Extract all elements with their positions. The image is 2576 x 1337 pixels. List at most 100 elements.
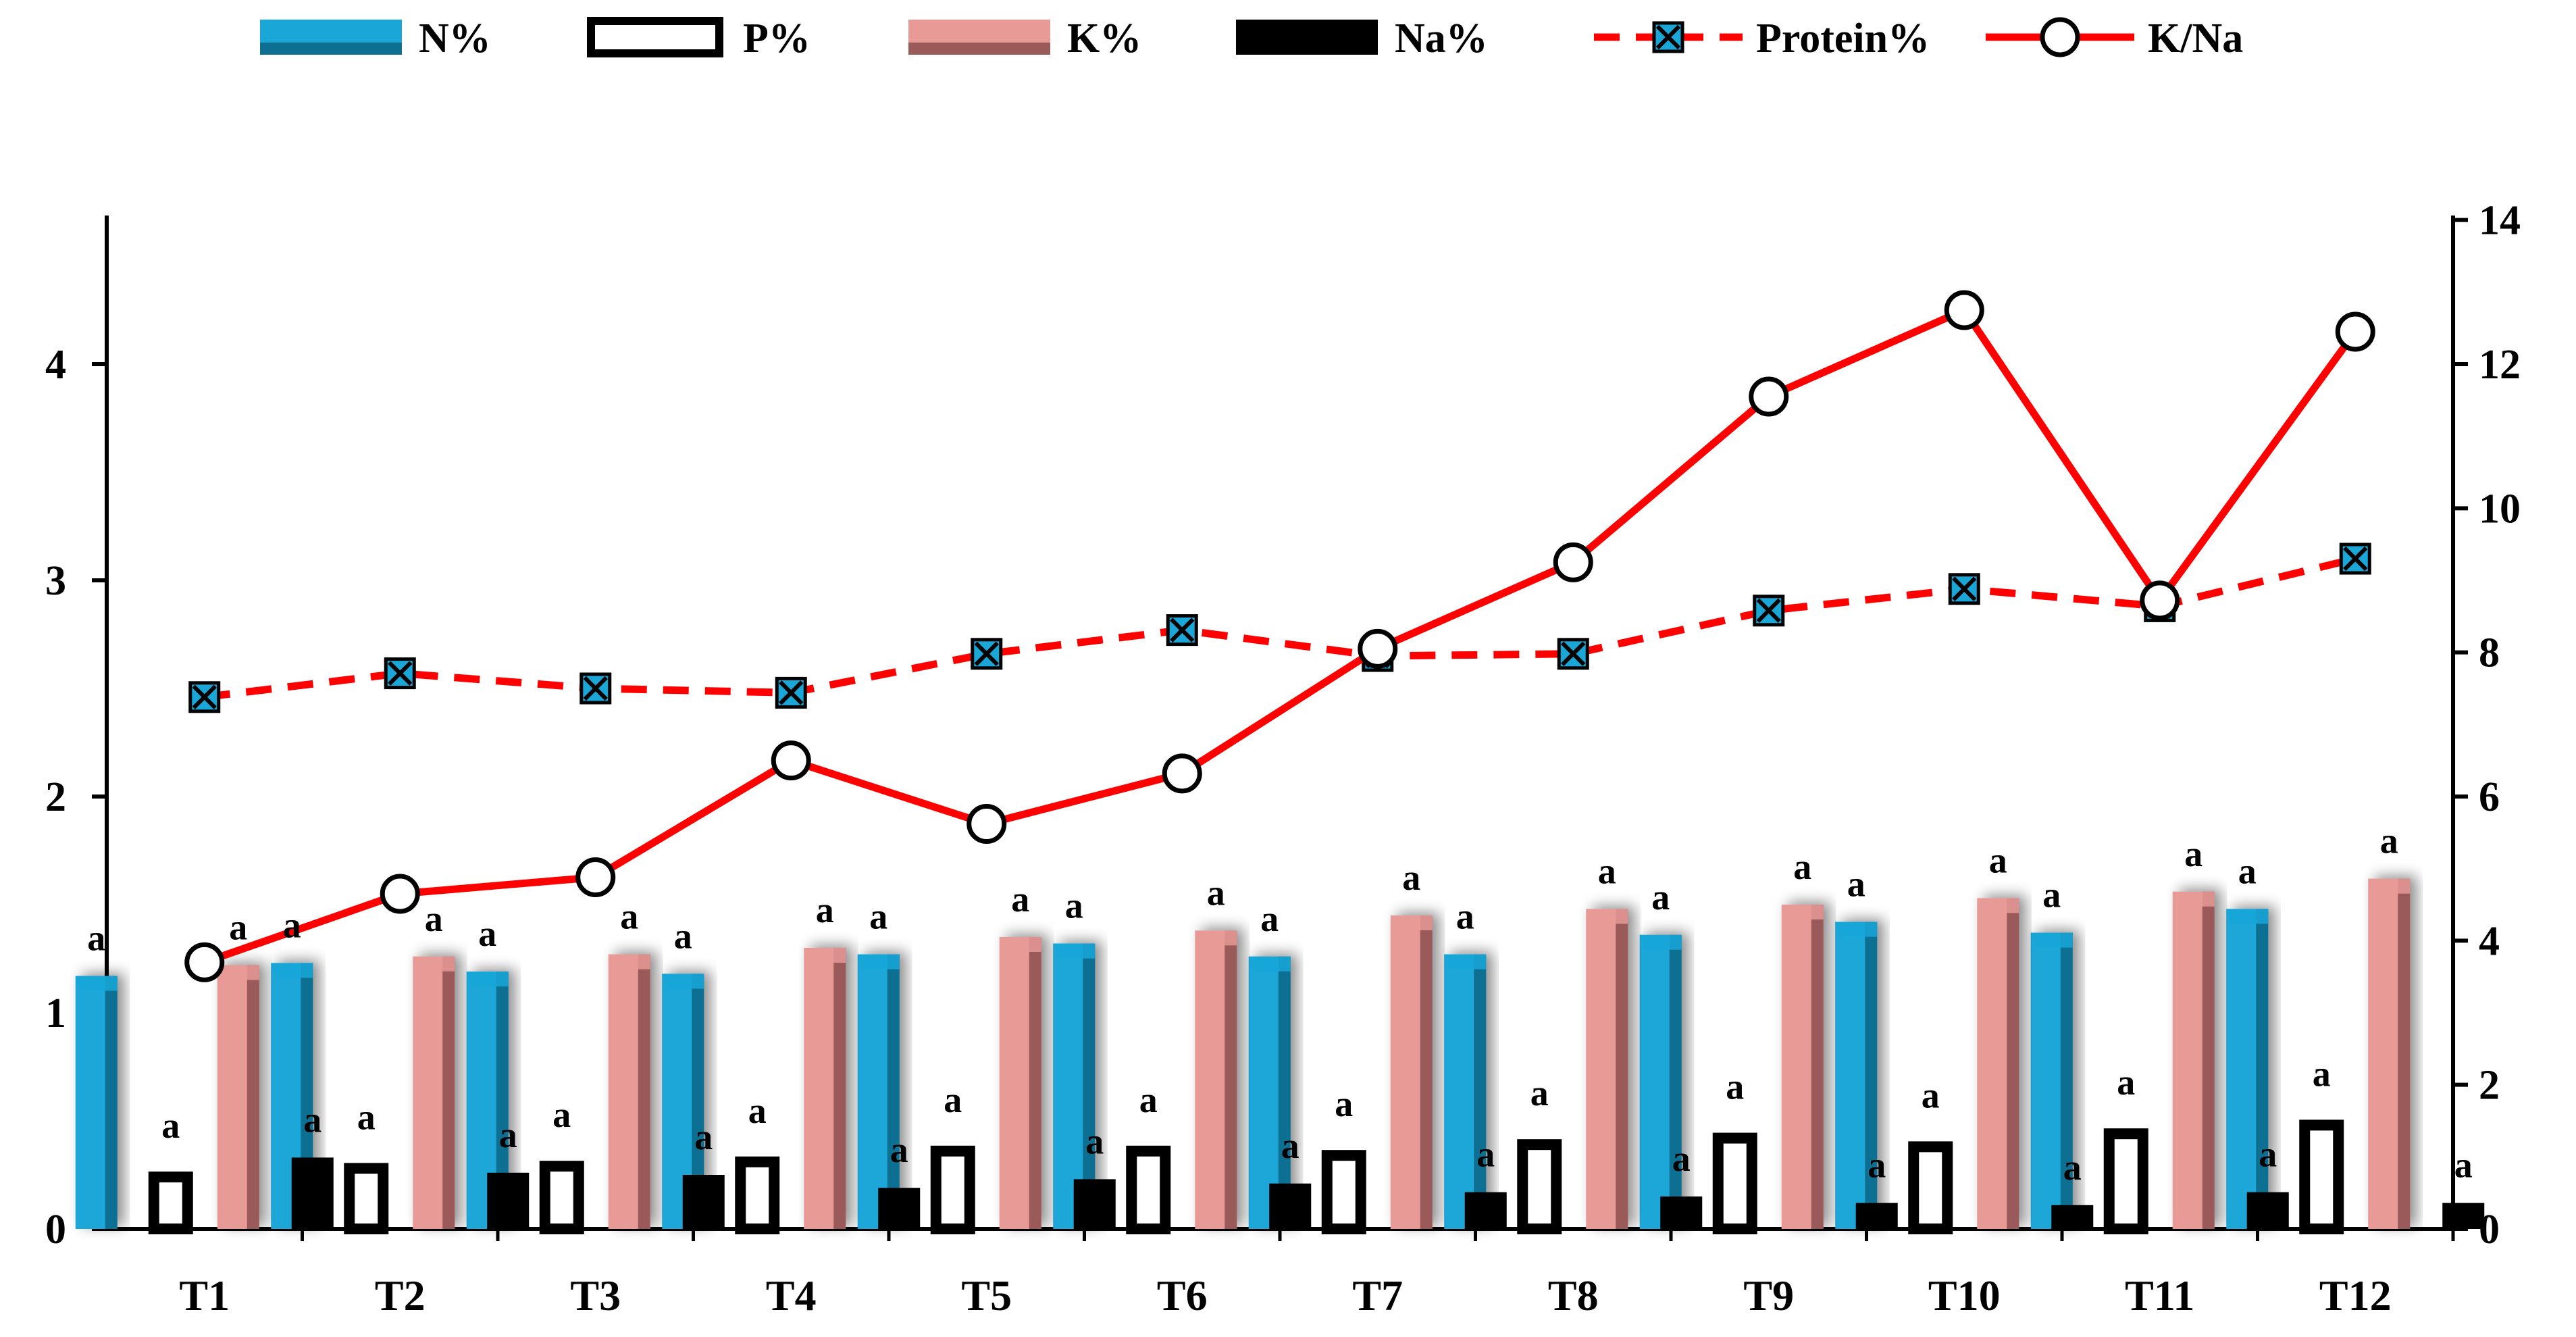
legend-item: Na% bbox=[1236, 16, 1488, 61]
bar-k-group bbox=[413, 956, 455, 1229]
bar-k-side bbox=[638, 954, 650, 1229]
legend-swatch-shade bbox=[260, 43, 402, 55]
bar-k-side bbox=[247, 965, 259, 1229]
x-tick-label: T3 bbox=[570, 1271, 621, 1319]
point-kna bbox=[184, 942, 225, 982]
bar-k-group bbox=[804, 948, 846, 1229]
bar-na bbox=[2442, 1203, 2485, 1229]
bar-k-group bbox=[1195, 930, 1237, 1229]
sig-letter-na: a bbox=[2063, 1147, 2082, 1188]
x-tick-label: T10 bbox=[1928, 1271, 2001, 1319]
sig-letter-p: a bbox=[944, 1080, 962, 1120]
sig-letter-n: a bbox=[1847, 864, 1865, 905]
bar-p-group bbox=[1712, 1132, 1757, 1234]
bar-na bbox=[291, 1157, 334, 1229]
bar-p-group bbox=[344, 1163, 389, 1235]
bar-k-top bbox=[1586, 909, 1628, 924]
legend-label: Na% bbox=[1395, 16, 1488, 61]
bar-p-group bbox=[148, 1171, 193, 1234]
legend-label: Protein% bbox=[1756, 16, 1930, 61]
x-tick-label: T1 bbox=[179, 1271, 230, 1319]
bar-p bbox=[930, 1145, 975, 1235]
bar-n-top bbox=[2030, 932, 2073, 948]
bar-p bbox=[1321, 1150, 1366, 1234]
bar-p bbox=[2299, 1119, 2344, 1235]
bar-k-side bbox=[2398, 878, 2411, 1229]
point-kna bbox=[1162, 753, 1202, 794]
sig-letter-na: a bbox=[1476, 1134, 1495, 1175]
point-protein bbox=[1557, 638, 1589, 670]
sig-letter-p: a bbox=[2117, 1062, 2135, 1103]
bar-p-group bbox=[2299, 1119, 2344, 1235]
point-protein-cross bbox=[192, 684, 217, 709]
bar-k-top bbox=[804, 948, 846, 963]
point-kna bbox=[2335, 311, 2375, 352]
sig-letter-k: a bbox=[2184, 834, 2203, 874]
sig-letter-p: a bbox=[161, 1105, 180, 1146]
bar-k-group bbox=[999, 937, 1041, 1229]
bar-n-group bbox=[857, 954, 900, 1229]
y-right-tick-label: 6 bbox=[2479, 774, 2500, 820]
bar-n-top bbox=[662, 974, 704, 989]
point-kna bbox=[1553, 542, 1593, 582]
point-protein-cross bbox=[779, 680, 804, 705]
legend-item: Protein% bbox=[1594, 16, 1930, 61]
bar-na bbox=[1855, 1203, 1898, 1229]
point-kna bbox=[1944, 290, 1984, 330]
legend-marker-cross bbox=[1655, 24, 1681, 50]
sig-letter-k: a bbox=[425, 899, 443, 939]
sig-letter-p: a bbox=[2313, 1053, 2331, 1094]
x-tick-label: T8 bbox=[1548, 1271, 1599, 1319]
bar-n-top bbox=[857, 954, 900, 969]
bar-p-group bbox=[539, 1161, 584, 1234]
sig-letter-k: a bbox=[1011, 879, 1029, 919]
x-tick-label: T9 bbox=[1743, 1271, 1794, 1319]
point-kna bbox=[2140, 580, 2180, 621]
bar-n-top bbox=[75, 976, 118, 991]
bar-na-group bbox=[878, 1188, 921, 1229]
bar-k-side bbox=[1811, 905, 1824, 1229]
bar-k-top bbox=[1781, 905, 1824, 919]
bar-n-side bbox=[1278, 956, 1291, 1229]
legend-swatch bbox=[1236, 20, 1378, 55]
point-protein bbox=[579, 672, 612, 705]
bar-n-side bbox=[1865, 922, 1878, 1229]
bar-k-top bbox=[2172, 891, 2215, 907]
legend-swatch bbox=[587, 17, 723, 57]
bar-n-top bbox=[2226, 909, 2269, 924]
bar-n-side bbox=[105, 976, 118, 1229]
bar-p bbox=[148, 1171, 193, 1234]
point-protein bbox=[188, 681, 221, 713]
bar-n-top bbox=[271, 963, 313, 978]
bar-n-group bbox=[1639, 934, 1682, 1229]
bar-k-group bbox=[608, 954, 650, 1229]
point-kna bbox=[575, 857, 616, 897]
sig-letter-na: a bbox=[694, 1117, 713, 1157]
bar-p bbox=[735, 1156, 780, 1235]
bar-p-group bbox=[930, 1145, 975, 1235]
bar-k-top bbox=[2368, 878, 2411, 894]
x-tick-label: T6 bbox=[1157, 1271, 1208, 1319]
sig-letter-n: a bbox=[1065, 886, 1083, 926]
sig-letter-k: a bbox=[2380, 821, 2398, 861]
bar-n-side bbox=[496, 972, 509, 1229]
sig-letter-p: a bbox=[552, 1094, 571, 1135]
bar-p-group bbox=[1321, 1150, 1366, 1234]
bar-na bbox=[487, 1172, 530, 1229]
legend-swatch-shade bbox=[908, 43, 1050, 55]
point-protein bbox=[1948, 573, 1980, 605]
bar-na bbox=[1660, 1196, 1703, 1229]
sig-letter-p: a bbox=[1922, 1075, 1940, 1115]
bar-na-group bbox=[1269, 1183, 1312, 1229]
sig-letter-na: a bbox=[499, 1115, 517, 1155]
bar-p bbox=[2103, 1128, 2148, 1234]
point-protein bbox=[1753, 595, 1785, 627]
sig-letter-k: a bbox=[1793, 847, 1811, 887]
sig-letter-n: a bbox=[1456, 897, 1474, 937]
sig-letter-n: a bbox=[2042, 875, 2061, 915]
bar-n-side bbox=[887, 954, 900, 1229]
y-left-tick-label: 0 bbox=[45, 1207, 66, 1253]
legend-label: K% bbox=[1067, 16, 1141, 61]
